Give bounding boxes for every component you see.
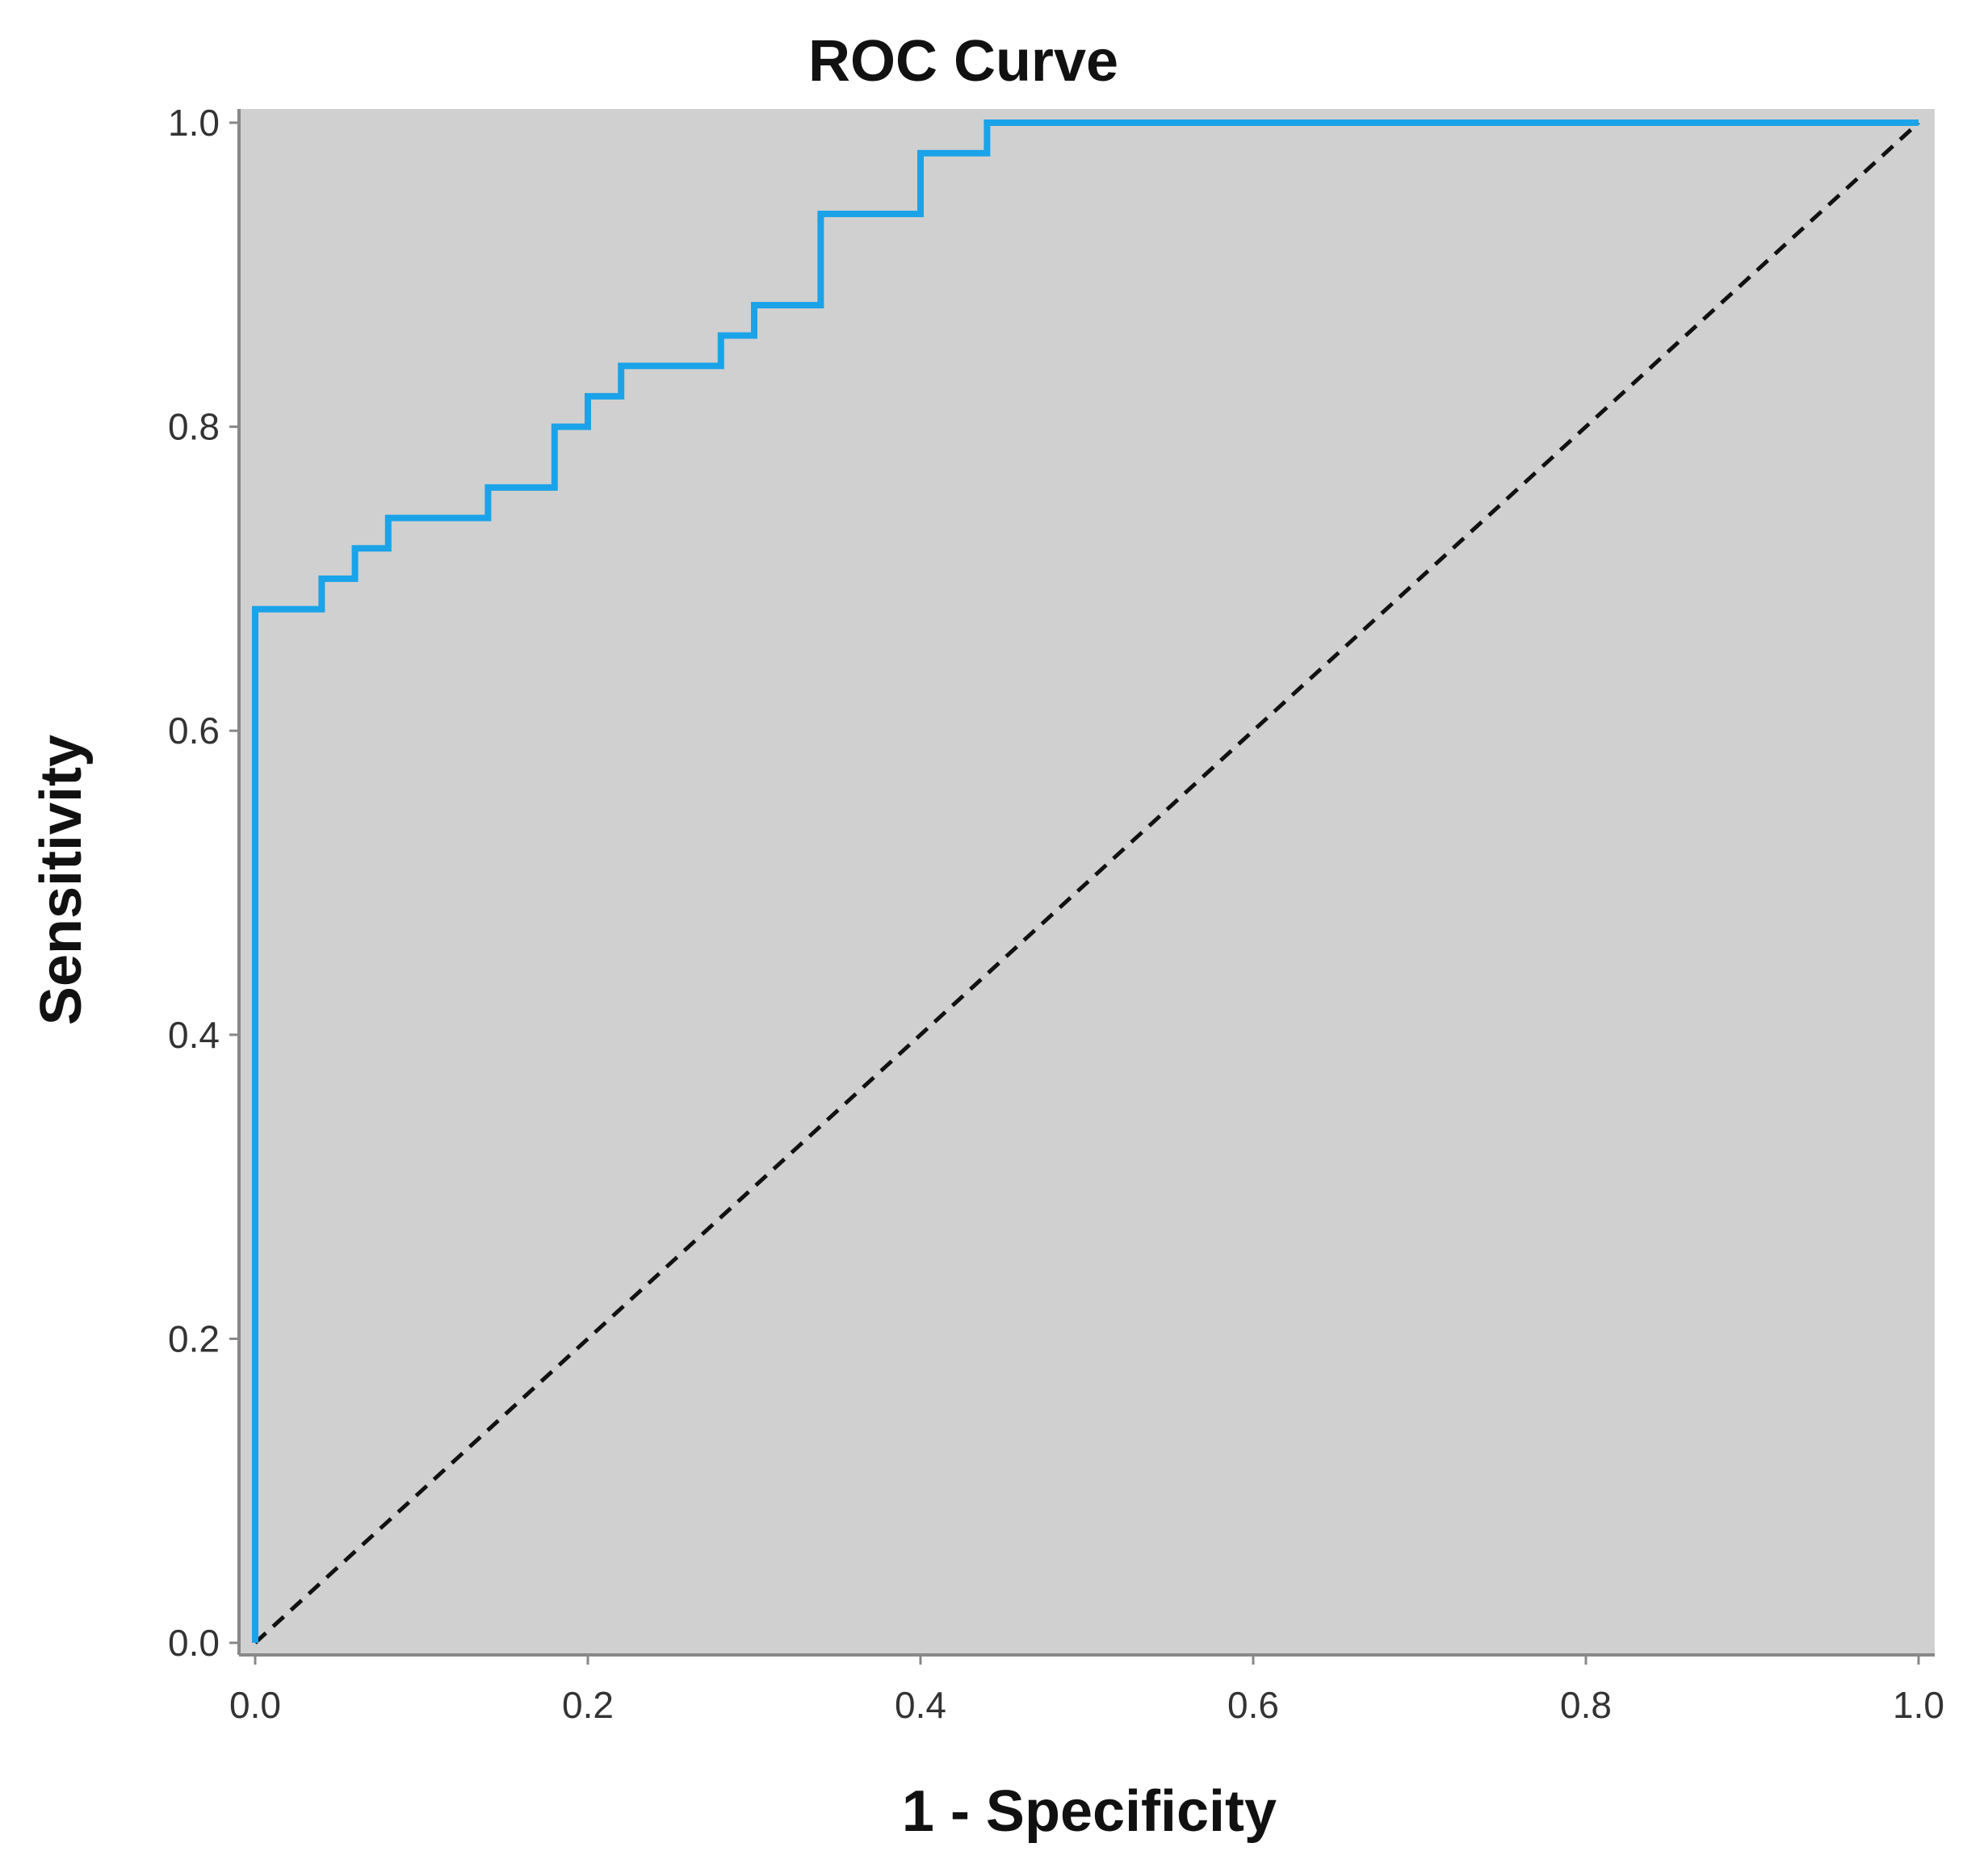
x-tick-label: 0.4 (895, 1684, 946, 1726)
y-tick-label: 0.0 (168, 1622, 220, 1664)
y-tick-label: 0.4 (168, 1014, 220, 1056)
reference-diagonal-line (254, 121, 1920, 1644)
x-tick-label: 0.0 (229, 1684, 281, 1726)
series-layer (252, 119, 1920, 1644)
ticks-layer: 0.0 0.2 0.4 0.6 0.8 1.0 0.0 0.2 0.4 0.6 0.8 1.0 (168, 102, 1944, 1726)
roc-curve-line (252, 119, 1919, 1643)
x-axis-label: 1 - Specificity (902, 1779, 1277, 1844)
x-tick-label: 0.2 (562, 1684, 614, 1726)
x-tick-label: 0.8 (1560, 1684, 1612, 1726)
chart-title: ROC Curve (808, 29, 1118, 94)
y-tick-label: 0.8 (168, 406, 220, 448)
x-tick-label: 0.6 (1227, 1684, 1279, 1726)
y-tick-label: 0.2 (168, 1317, 220, 1359)
x-tick-label: 1.0 (1893, 1684, 1944, 1726)
y-tick-label: 0.6 (168, 710, 220, 752)
y-axis-label: Sensitivity (29, 735, 94, 1025)
y-tick-label: 1.0 (168, 102, 220, 144)
